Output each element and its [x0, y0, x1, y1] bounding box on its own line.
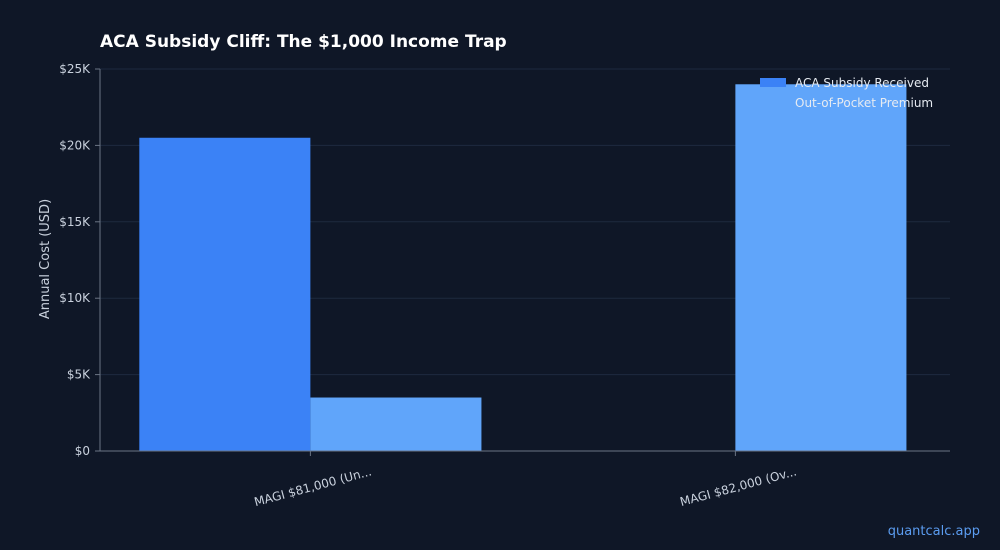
y-tick-label: $10K: [59, 291, 91, 305]
y-tick-label: $0: [75, 444, 90, 458]
legend-swatch: [760, 78, 786, 87]
y-tick-label: $5K: [67, 368, 91, 382]
legend-label: Out-of-Pocket Premium: [795, 96, 933, 110]
legend: ACA Subsidy Received Out-of-Pocket Premiu…: [760, 76, 933, 110]
legend-label: ACA Subsidy Received: [795, 76, 929, 90]
bars: [139, 84, 907, 451]
bar: [310, 397, 482, 451]
y-tick-label: $20K: [59, 138, 91, 152]
x-tick-label: MAGI $82,000 (Ov...: [678, 464, 798, 509]
y-tick-label: $25K: [59, 62, 91, 76]
watermark: quantcalc.app: [887, 524, 980, 539]
legend-swatch: [760, 98, 786, 107]
bar: [139, 137, 311, 451]
y-tick-label: $15K: [59, 215, 91, 229]
bar: [735, 84, 907, 451]
chart-title: ACA Subsidy Cliff: The $1,000 Income Tra…: [100, 32, 507, 52]
y-axis-label: Annual Cost (USD): [38, 199, 53, 319]
axes: [95, 68, 950, 456]
x-tick-label: MAGI $81,000 (Un...: [253, 464, 373, 509]
